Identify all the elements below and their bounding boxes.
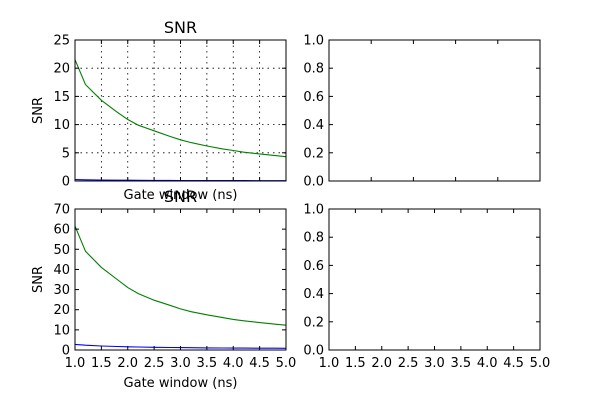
- x-tick-label: 3.0: [424, 356, 445, 371]
- x-tick-label: 4.0: [477, 356, 498, 371]
- y-tick-label: 25: [53, 34, 70, 49]
- subplot-title: SNR: [164, 187, 197, 206]
- y-tick-label: 10: [53, 118, 70, 133]
- y-axis-label: SNR: [31, 266, 46, 293]
- x-tick-label: 1.0: [65, 356, 86, 371]
- y-tick-label: 70: [53, 203, 70, 218]
- y-tick-label: 0.4: [303, 118, 324, 133]
- y-tick-label: 60: [53, 223, 70, 238]
- y-tick-label: 15: [53, 90, 70, 105]
- subplot-title: SNR: [164, 18, 197, 37]
- y-tick-label: 5: [62, 146, 70, 161]
- y-tick-label: 0: [62, 344, 70, 359]
- series-line-1: [74, 225, 287, 326]
- x-tick-label: 4.5: [249, 356, 270, 371]
- series-line-1: [74, 59, 287, 158]
- x-tick-label: 1.5: [91, 356, 112, 371]
- subplot-3: 1.0 1.5 2.0 2.5 3.0 3.5 4.0 4.5 5.0 0 10 20 30 40 50 60…: [31, 187, 296, 391]
- y-tick-label: 0.0: [303, 344, 324, 359]
- y-axis-label: SNR: [31, 97, 46, 124]
- x-tick-label: 3.5: [197, 356, 218, 371]
- x-tick-label: 4.5: [503, 356, 524, 371]
- x-tick-label: 2.5: [144, 356, 165, 371]
- x-tick-label: 3.5: [451, 356, 472, 371]
- y-tick-label: 0.0: [303, 175, 324, 190]
- x-tick-label: 4.0: [223, 356, 244, 371]
- y-tick-label: 20: [53, 62, 70, 77]
- x-axis-label: Gate window (ns): [124, 376, 238, 391]
- subplot-2: 0.0 0.2 0.4 0.6 0.8 1.0: [303, 34, 541, 190]
- y-tick-label: 0.6: [303, 259, 324, 274]
- x-tick-label: 1.5: [345, 356, 366, 371]
- y-tick-label: 0: [62, 175, 70, 190]
- y-tick-label: 1.0: [303, 34, 324, 49]
- plot-frame: [328, 39, 541, 182]
- x-tick-label: 2.0: [371, 356, 392, 371]
- subplot-4: 1.0 1.5 2.0 2.5 3.0 3.5 4.0 4.5 5.0 0.0 0.2 0.4 0.6 0…: [303, 203, 550, 372]
- y-tick-label: 0.8: [303, 231, 324, 246]
- y-tick-label: 0.4: [303, 287, 324, 302]
- y-tick-label: 0.8: [303, 62, 324, 77]
- y-tick-label: 0.2: [303, 146, 324, 161]
- y-tick-label: 0.6: [303, 90, 324, 105]
- x-tick-label: 2.0: [117, 356, 138, 371]
- y-tick-label: 10: [53, 323, 70, 338]
- y-tick-label: 20: [53, 303, 70, 318]
- y-tick-label: 0.2: [303, 315, 324, 330]
- y-tick-label: 40: [53, 263, 70, 278]
- x-tick-label: 2.5: [398, 356, 419, 371]
- x-tick-label: 5.0: [276, 356, 297, 371]
- y-tick-label: 1.0: [303, 203, 324, 218]
- x-tick-label: 1.0: [319, 356, 340, 371]
- x-axis-label: Gate window (ns): [124, 188, 238, 203]
- x-tick-label: 5.0: [530, 356, 551, 371]
- x-tick-label: 3.0: [170, 356, 191, 371]
- y-tick-label: 50: [53, 243, 70, 258]
- y-tick-label: 30: [53, 283, 70, 298]
